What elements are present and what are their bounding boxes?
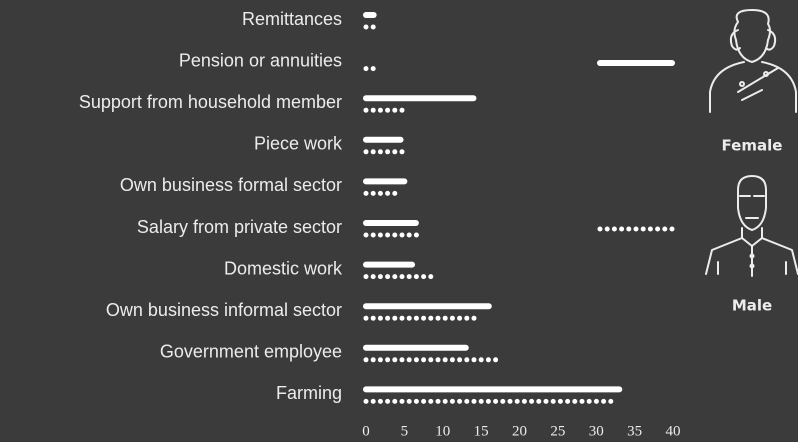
- x-tick-label: 0: [362, 423, 370, 439]
- x-tick-label: 40: [666, 423, 681, 439]
- category-label: Piece work: [254, 134, 343, 154]
- x-tick-label: 25: [550, 423, 565, 439]
- x-tick-label: 30: [589, 423, 604, 439]
- x-tick-label: 5: [401, 423, 409, 439]
- category-label: Own business informal sector: [106, 300, 342, 320]
- category-label: Remittances: [242, 9, 342, 29]
- legend-label: Male: [732, 297, 772, 315]
- x-tick-label: 15: [474, 423, 489, 439]
- category-label: Salary from private sector: [137, 217, 342, 237]
- category-label: Domestic work: [224, 258, 343, 278]
- category-label: Support from household member: [79, 92, 342, 112]
- category-label: Own business formal sector: [120, 175, 342, 195]
- female-icon: [709, 9, 797, 113]
- x-tick-label: 20: [512, 423, 527, 439]
- x-tick-label: 35: [627, 423, 642, 439]
- category-label: Pension or annuities: [179, 50, 342, 70]
- male-icon: [705, 175, 798, 277]
- category-label: Farming: [276, 383, 342, 403]
- legend-label: Female: [722, 137, 783, 155]
- x-tick-label: 10: [435, 423, 450, 439]
- category-label: Government employee: [160, 342, 342, 362]
